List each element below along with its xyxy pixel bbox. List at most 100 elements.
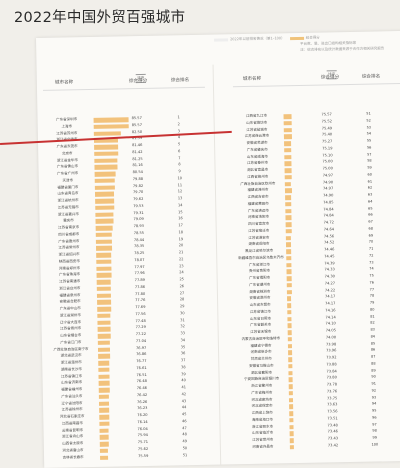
city-name: 江苏省无锡市 [250,329,272,334]
score-bar [97,306,112,312]
score-value: 74.64 [323,227,335,232]
city-name: 湖北省宜昌市 [247,167,269,172]
city-name: 黑龙江省哈尔滨市 [245,248,274,254]
score-bar [97,347,110,352]
score-bar [288,384,293,389]
score-value: 74.05 [325,328,337,333]
score-value: 74.90 [323,193,334,198]
score-value: 76.77 [136,358,147,364]
rank-value: 20 [178,243,184,248]
rank-value: 67 [368,219,373,224]
score-value: 77.48 [135,318,146,323]
score-bar [98,401,110,406]
rank-value: 14 [177,202,183,208]
rank-value: 30 [180,310,185,316]
rank-value: 58 [367,158,372,163]
rank-value: 56 [366,145,372,150]
score-value: 79.09 [133,217,144,222]
score-bar [288,397,294,403]
score-value: 73.80 [326,375,337,380]
score-value: 73.42 [327,443,339,448]
score-value: 75.00 [322,159,333,164]
city-name: 江苏省宿迁市 [248,228,270,233]
rank-value: 44 [181,405,187,410]
score-bar [95,232,112,238]
city-name: 安徽省马鞍山市 [249,363,274,368]
rank-value: 45 [181,412,187,417]
rank-value: 62 [367,185,373,190]
score-bar [286,276,292,281]
rank-value: 42 [181,391,187,397]
city-name: 江苏省徐州市 [61,407,83,412]
city-name: 天津市 [62,178,74,183]
city-name: 福建省福州市 [61,387,83,392]
score-bar [286,249,292,254]
score-bar [96,245,112,251]
score-value: 73.56 [327,409,338,414]
score-bar [96,259,112,265]
score-bar [284,188,292,193]
score-bar [96,286,112,292]
score-bar [97,313,111,319]
score-value: 76.23 [137,406,148,411]
score-value: 73.51 [327,416,338,421]
score-bar [94,191,115,197]
score-bar [285,215,292,220]
rank-value: 74 [369,266,374,271]
score-value: 75.10 [322,152,333,158]
score-value: 79.70 [132,190,144,195]
city-name: 浙江省舟山市 [62,434,84,439]
rank-value: 55 [366,138,372,143]
city-name: 浙江省丽水市 [251,424,274,429]
city-name: 浙江省台州市 [59,285,81,291]
score-bar [287,323,292,328]
score-bar [287,336,292,342]
score-bar [99,428,110,433]
city-name: 河南省许昌市 [252,444,274,449]
score-bar [98,394,110,400]
score-value: 85.57 [131,115,142,121]
score-bar [285,228,292,234]
score-value: 78.35 [133,244,145,249]
rank-value: 94 [371,401,377,406]
score-bar [285,208,292,214]
score-value: 76.51 [136,372,147,377]
score-value: 74.30 [324,274,335,279]
score-value: 77.80 [134,291,146,296]
score-value: 75.94 [137,433,148,438]
rank-value: 63 [367,192,373,197]
score-bar [94,171,117,177]
score-bar [284,154,292,160]
city-name: 广东省东莞市 [56,144,78,149]
city-name: 云南省昆明市 [61,427,84,433]
score-bar [98,353,110,359]
rank-value: 35 [180,344,186,349]
rank-value: 21 [178,250,184,255]
score-value: 76.20 [137,412,148,418]
score-value: 82.50 [131,129,143,134]
city-name: 江苏省扬州市 [60,326,82,331]
rank-value: 75 [369,273,374,278]
city-name: 安徽省芜湖市 [246,140,268,145]
rank-value: 28 [179,297,185,302]
rank-value: 3 [177,128,180,133]
rank-value: 29 [179,304,185,309]
score-bar [288,357,293,362]
score-bar [98,387,110,393]
rank-value: 47 [182,425,187,430]
score-value: 75.49 [321,125,333,131]
city-name: 江西省吉安市 [247,194,269,199]
city-name: 湖南省岳阳市 [248,241,270,247]
city-name: 河南省郑州市 [58,265,80,271]
rank-value: 77 [369,287,375,292]
score-value: 78.25 [134,250,145,256]
score-bar [97,340,110,346]
city-name: 安徽省合肥市 [59,299,81,304]
score-bar [94,151,119,157]
score-value: 77.56 [135,311,146,316]
rank-value: 5 [177,142,181,147]
score-value: 76.04 [137,426,148,431]
score-value: 75.62 [137,446,149,451]
city-name: 江苏省连云港市 [244,133,270,139]
score-value: 76.48 [136,379,147,384]
